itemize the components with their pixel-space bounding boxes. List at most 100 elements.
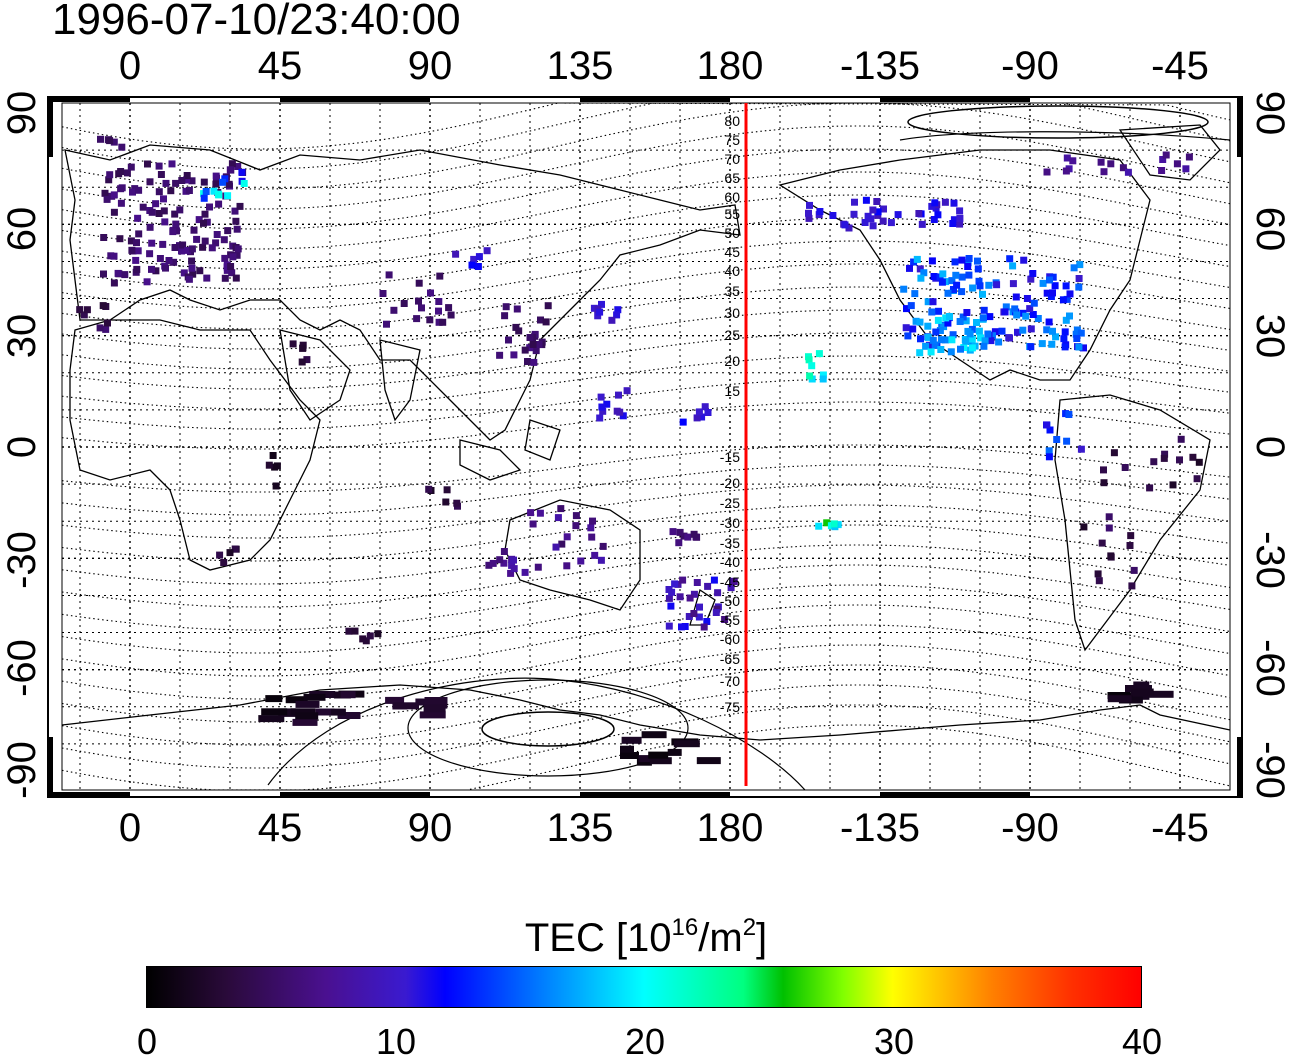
tec-cell [907,302,915,310]
tec-cell [226,549,234,557]
tec-cell [591,551,599,559]
tec-cell [101,189,109,197]
contour-line [61,125,1231,210]
tec-cell [616,408,624,416]
tec-cell [213,231,221,238]
tec-cell [917,274,925,282]
tec-cell [678,623,685,631]
tec-cell [947,348,955,356]
tec-cell [233,251,241,259]
tec-cell [232,274,240,282]
tec-cell [221,274,229,282]
tec-cell [958,273,966,281]
tec-cell [269,452,277,459]
map-border-bar [47,737,53,797]
tec-cell [1022,312,1030,320]
tec-cell [916,318,924,326]
contour-line [61,604,1231,677]
tec-cell [425,485,433,493]
tec-cell [1176,456,1183,464]
tec-cell [1027,275,1035,283]
tec-cell [290,708,316,716]
tec-cell [980,306,988,314]
tec-cell [968,344,976,352]
tec-cell [231,207,239,215]
tec-cell [938,278,946,286]
tec-cell [201,210,209,218]
contour-line [61,401,1231,450]
tec-cell [127,237,135,245]
map-border-bar [880,792,1030,798]
tec-cell [959,313,967,321]
tec-cell [470,255,478,263]
tec-cell [636,758,652,766]
tec-cell [521,346,529,354]
tec-cell [700,623,708,631]
tec-cell [1159,156,1167,163]
tec-cell [535,341,543,348]
tec-cell [974,257,981,265]
tec-cell [830,520,838,528]
colorbar-title-exponent: 16 [671,914,699,941]
tec-cell [1160,454,1168,462]
colorbar-title-text: TEC [10 [524,916,672,960]
tec-cell [673,740,700,748]
tec-cell [1062,282,1070,290]
tec-cell [157,171,165,178]
tec-cell [221,254,229,262]
tec-cell [957,345,964,353]
tec-cell [265,461,273,469]
tec-cell [100,270,107,278]
tec-cell [167,187,175,195]
tec-cell [563,533,571,541]
tec-cell [215,200,223,208]
tec-cell [1009,280,1017,288]
contour-label: -65 [720,651,740,667]
tec-cell [133,239,140,247]
tec-cell [148,265,155,273]
tec-cell [703,618,711,625]
tec-cell [229,253,237,261]
tec-cell [208,244,216,252]
tec-cell [227,263,235,270]
contour-label: -15 [720,449,740,465]
tec-cell [103,195,111,203]
tec-cell [529,520,537,528]
tec-cell [805,356,813,364]
tec-cell [1023,295,1031,302]
tec-cell [127,163,135,171]
contour-label: 50 [724,225,740,241]
tec-cell [216,551,224,559]
tec-cell [939,270,947,278]
tec-cell [152,267,160,275]
tec-cell [910,258,918,266]
tec-cell [1049,273,1057,281]
tec-cell [83,306,91,314]
contour-line [61,148,1231,230]
tec-cell [685,613,693,620]
tec-cell [942,314,950,322]
tec-cell [170,258,178,266]
tec-cell [1076,261,1084,269]
tec-cell [815,522,823,530]
tec-cell [588,533,596,541]
tec-cell [1001,308,1009,316]
tec-cell [351,627,359,635]
tec-cell [1060,335,1068,343]
tec-cell [298,358,306,366]
tec-cell [1065,411,1073,418]
tec-cell [232,217,240,225]
tec-cell [215,191,223,199]
tec-cell [599,542,607,550]
tec-cell [1027,343,1035,351]
colorbar-tick: 40 [1121,1021,1163,1062]
tec-cell [974,265,982,273]
tec-cell [1062,316,1070,324]
tec-cell [1043,421,1050,429]
tec-cell [452,250,460,258]
tec-cell [924,298,932,306]
tec-cell [979,290,986,298]
tec-cell [529,340,537,348]
tec-cell [265,695,283,703]
bottom-lon-tick: -90 [1001,806,1059,850]
